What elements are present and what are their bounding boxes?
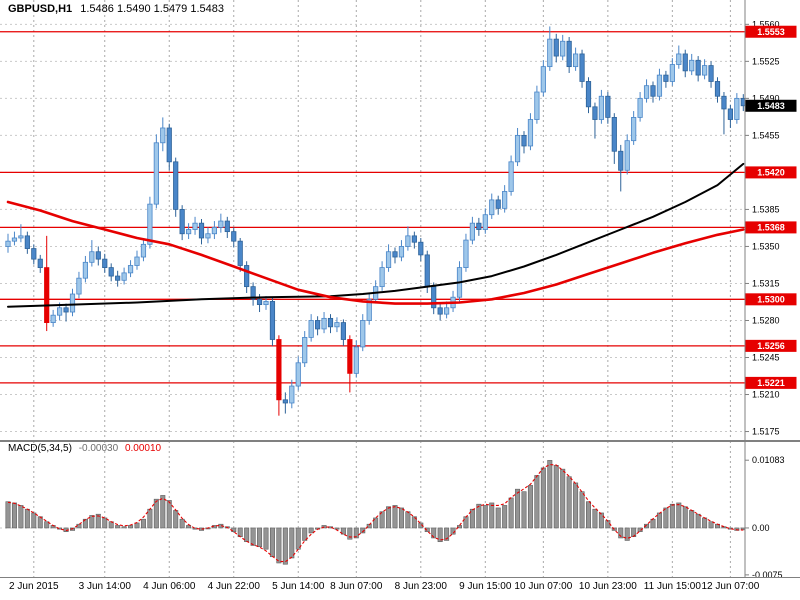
macd-axis-tick: 0.00: [752, 523, 770, 533]
time-axis-label: 5 Jun 14:00: [272, 581, 325, 592]
level-price-tag: 1.5221: [757, 378, 785, 388]
macd-axis-tick: -0.0075: [752, 570, 783, 578]
support-resistance-lines: [0, 31, 745, 384]
macd-axis-tick: 0.01083: [752, 455, 785, 465]
macd-histogram: [5, 460, 746, 565]
time-axis-label: 9 Jun 15:00: [459, 581, 512, 592]
current-price-tag: 1.5483: [757, 101, 785, 111]
time-axis-label: 8 Jun 07:00: [330, 581, 383, 592]
macd-signal-value: 0.00010: [124, 443, 162, 454]
macd-axis: 0.01083 0.00 -0.0075: [744, 441, 800, 578]
macd-value: -0.00030: [78, 443, 119, 454]
candles: [5, 26, 746, 416]
level-price-tag: 1.5256: [757, 341, 785, 351]
time-axis-label: 4 Jun 22:00: [207, 581, 260, 592]
time-axis: 2 Jun 2015 3 Jun 14:00 4 Jun 06:00 4 Jun 22…: [0, 578, 800, 600]
grid: [0, 0, 745, 440]
price-axis: 1.5560 1.5525 1.5490 1.5455 1.5420 1.5385 1.53…: [744, 0, 800, 441]
price-axis-tick: 1.5525: [752, 56, 780, 66]
price-axis-tick: 1.5175: [752, 427, 780, 437]
time-axis-label: 10 Jun 07:00: [514, 581, 573, 592]
price-axis-tick: 1.5560: [752, 19, 780, 29]
price-axis-tick: 1.5280: [752, 315, 780, 325]
candlestick-chart[interactable]: 1.5560 1.5525 1.5490 1.5455 1.5420 1.5385 1.53…: [0, 0, 800, 441]
macd-grid: [0, 441, 745, 578]
price-axis-tick: 1.5210: [752, 390, 780, 400]
level-price-tag: 1.5300: [757, 295, 785, 305]
ma-slow-line: [7, 162, 745, 308]
symbol-timeframe: GBPUSD,H1: [8, 3, 73, 15]
price-tags: 1.5553 1.5420 1.5368 1.5300 1.5256 1.5221 1.54…: [745, 25, 797, 389]
time-axis-label: 2 Jun 2015: [9, 581, 59, 592]
time-axis-label: 12 Jun 07:00: [701, 581, 760, 592]
macd-signal-line: [7, 464, 744, 563]
level-price-tag: 1.5553: [757, 27, 785, 37]
level-price-tag: 1.5420: [757, 168, 785, 178]
ohlc-quote: 1.5486 1.5490 1.5479 1.5483: [80, 3, 224, 15]
ma-fast-line: [6, 200, 745, 305]
price-axis-tick: 1.5315: [752, 278, 780, 288]
macd-name: MACD(5,34,5): [8, 443, 72, 454]
macd-label: MACD(5,34,5) -0.00030 0.00010: [8, 443, 161, 454]
macd-panel[interactable]: 0.01083 0.00 -0.0075 MACD(5,34,5) -0.00030…: [0, 441, 800, 578]
price-axis-tick: 1.5490: [752, 93, 780, 103]
price-axis-tick: 1.5350: [752, 241, 780, 251]
time-axis-label: 4 Jun 06:00: [143, 581, 196, 592]
time-axis-label: 8 Jun 23:00: [394, 581, 447, 592]
time-axis-label: 11 Jun 15:00: [643, 581, 701, 592]
chart-title: GBPUSD,H1 1.5486 1.5490 1.5479 1.5483: [8, 3, 224, 15]
price-axis-tick: 1.5245: [752, 353, 780, 363]
price-axis-tick: 1.5455: [752, 130, 780, 140]
price-chart-panel[interactable]: 1.5560 1.5525 1.5490 1.5455 1.5420 1.5385 1.53…: [0, 0, 800, 441]
time-axis-label: 10 Jun 23:00: [578, 581, 637, 592]
time-axis-label: 3 Jun 14:00: [78, 581, 131, 592]
macd-chart[interactable]: 0.01083 0.00 -0.0075: [0, 441, 800, 578]
level-price-tag: 1.5368: [757, 223, 785, 233]
price-axis-tick: 1.5385: [752, 204, 780, 214]
